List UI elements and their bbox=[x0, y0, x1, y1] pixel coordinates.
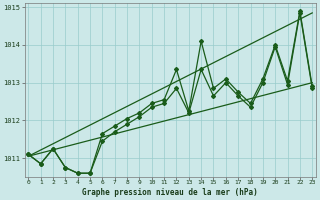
X-axis label: Graphe pression niveau de la mer (hPa): Graphe pression niveau de la mer (hPa) bbox=[83, 188, 258, 197]
